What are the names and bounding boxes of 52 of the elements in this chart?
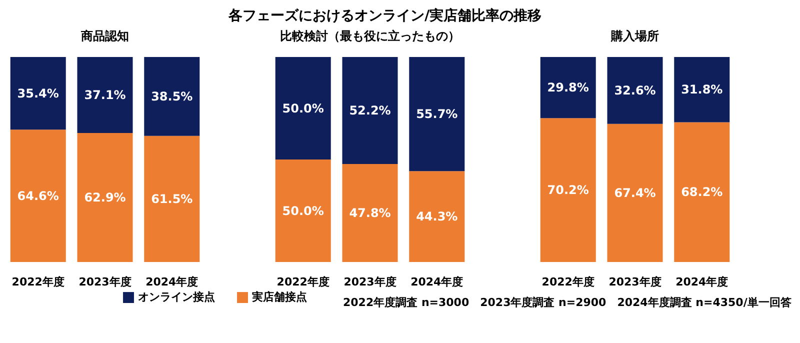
data-label: 64.6% xyxy=(17,188,59,203)
bar xyxy=(342,57,398,164)
x-tick-label: 2024年度 xyxy=(146,276,198,288)
data-label: 68.2% xyxy=(681,185,723,200)
chart-title: 購入場所 xyxy=(610,29,659,43)
bar xyxy=(275,160,331,262)
bar xyxy=(607,57,663,124)
bar xyxy=(409,57,465,172)
bar xyxy=(540,118,596,262)
text: 各フェーズにおけるオンライン/実店舗比率の推移 xyxy=(227,7,542,24)
bar xyxy=(540,57,596,118)
x-tick-label: 2022年度 xyxy=(12,276,64,288)
bar xyxy=(144,136,200,262)
bar xyxy=(77,57,133,134)
x-tick-label: 2024年度 xyxy=(676,276,728,288)
x-tick-label: 2022年度 xyxy=(276,276,330,288)
bar xyxy=(10,57,66,130)
x-tick-label: 2023年度 xyxy=(608,276,662,288)
bar xyxy=(144,57,200,136)
data-label: 44.3% xyxy=(416,210,458,224)
bar xyxy=(674,57,730,122)
data-label: 29.8% xyxy=(547,80,589,95)
bar xyxy=(342,164,398,262)
data-label: 37.1% xyxy=(84,88,126,102)
bar xyxy=(674,122,730,262)
chart-title: 商品認知 xyxy=(80,29,129,43)
bar xyxy=(77,133,133,262)
legend-label: オンライン接点 xyxy=(138,290,215,304)
legend-label: 実店舗接点 xyxy=(251,290,307,304)
data-label: 47.8% xyxy=(349,206,391,220)
data-label: 32.6% xyxy=(614,83,656,98)
data-label: 55.7% xyxy=(416,107,458,122)
data-label: 31.8% xyxy=(681,82,723,97)
data-label: 62.9% xyxy=(84,190,126,205)
data-label: 50.0% xyxy=(282,204,324,218)
data-label: 35.4% xyxy=(17,86,59,100)
bar xyxy=(10,130,66,262)
data-label: 50.0% xyxy=(282,101,324,116)
x-tick-label: 2024年度 xyxy=(410,276,464,288)
text: 2022年度調査 n=3000 2023年度調査 n=2900 2024年度調査 n=4350/単一回答 xyxy=(343,296,792,309)
x-tick-label: 2023年度 xyxy=(78,276,132,288)
data-label: 70.2% xyxy=(547,183,589,198)
data-label: 52.2% xyxy=(349,104,391,118)
bar xyxy=(275,57,331,160)
data-label: 61.5% xyxy=(151,192,193,206)
bar xyxy=(607,124,663,262)
data-label: 38.5% xyxy=(151,89,193,104)
x-tick-label: 2022年度 xyxy=(542,276,594,288)
x-tick-label: 2023年度 xyxy=(344,276,396,288)
chart-title: 比較検討（最も役に立ったもの） xyxy=(280,29,460,43)
data-label: 67.4% xyxy=(614,186,656,200)
bar xyxy=(409,171,465,262)
